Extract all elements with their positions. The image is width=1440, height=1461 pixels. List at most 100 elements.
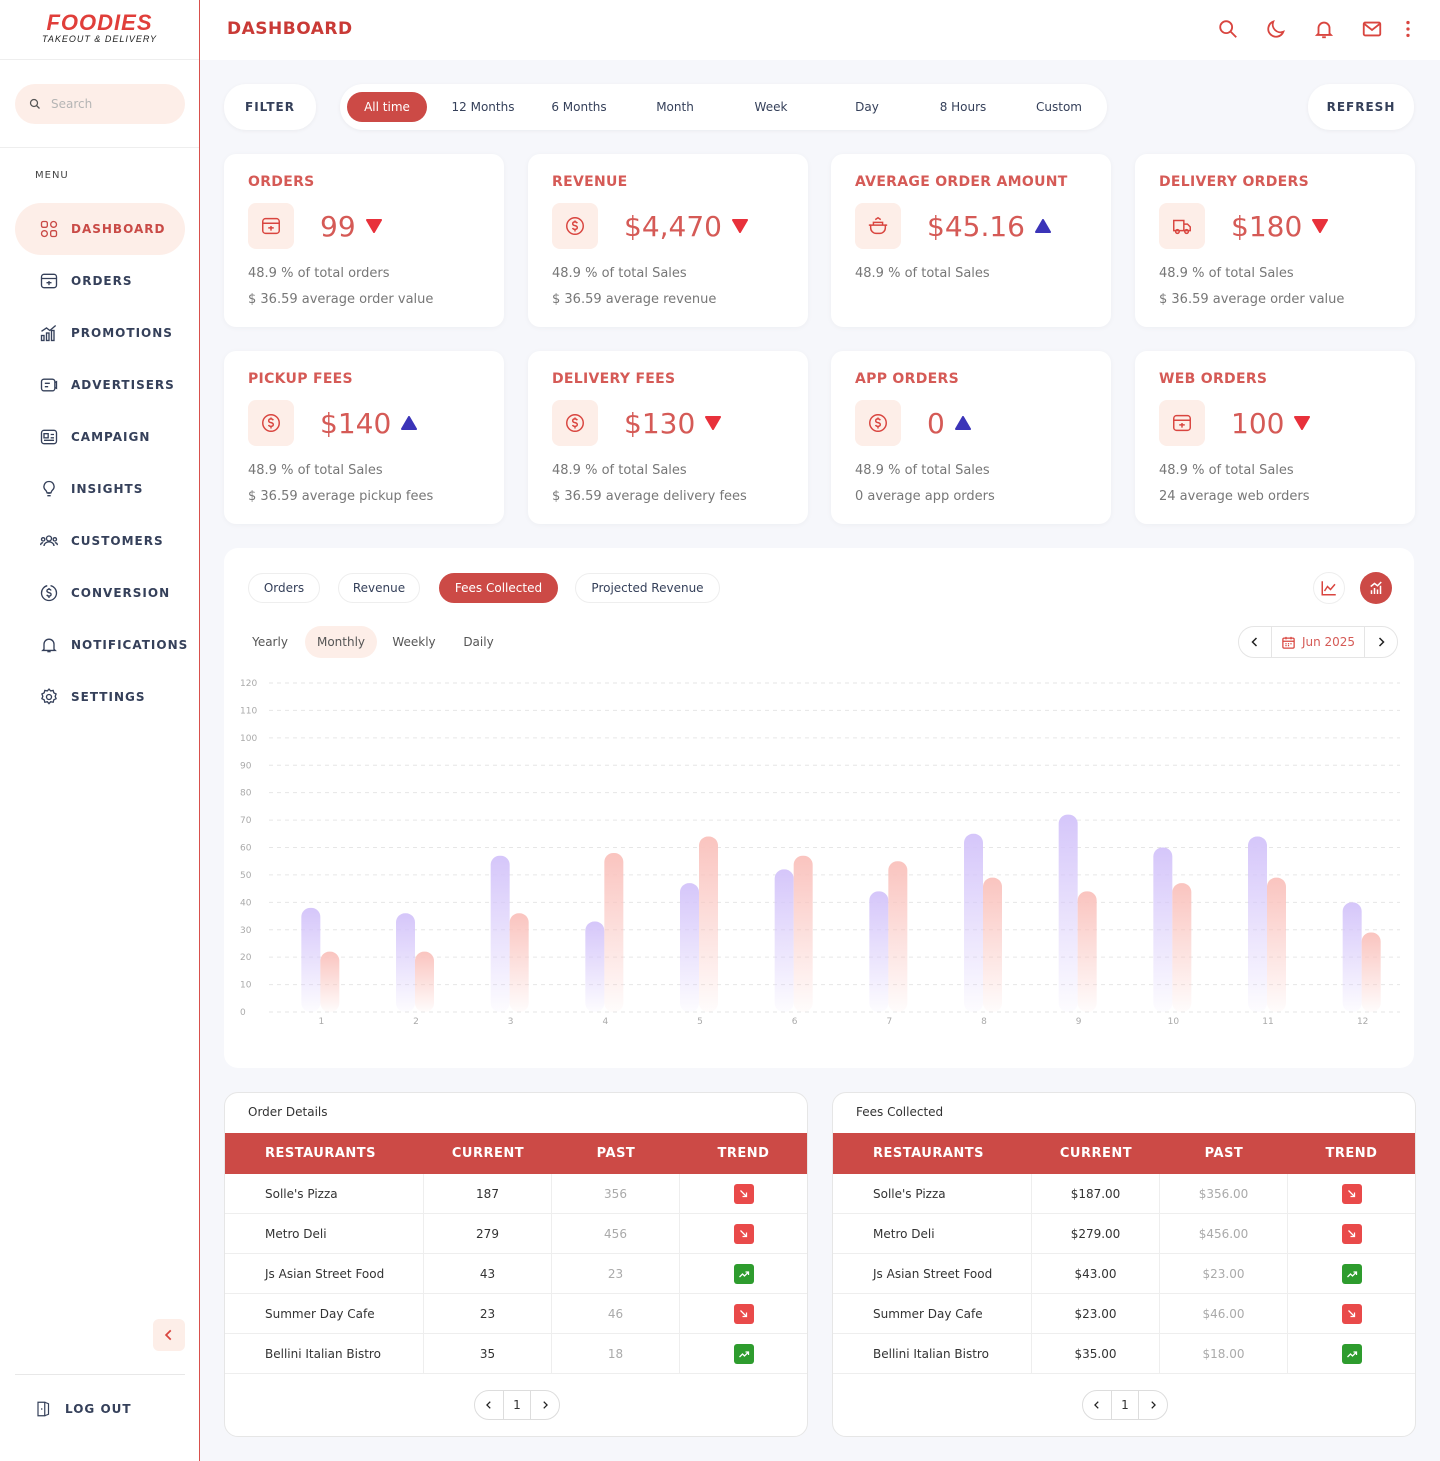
period-daily[interactable]: Daily <box>463 635 494 649</box>
bar-series-1[interactable] <box>396 913 415 1012</box>
table-row[interactable]: Summer Day Cafe 23 46 <box>225 1294 807 1334</box>
table-row[interactable]: Metro Deli 279 456 <box>225 1214 807 1254</box>
bar-series-1[interactable] <box>301 907 321 1012</box>
y-tick-label: 60 <box>240 844 252 854</box>
bar-series-2[interactable] <box>1077 891 1097 1012</box>
range-6-months[interactable]: 6 Months <box>551 100 607 114</box>
sidebar-item-campaign[interactable]: CAMPAIGN <box>15 411 185 463</box>
stat-title: DELIVERY ORDERS <box>1159 174 1309 190</box>
search-input[interactable]: Search <box>15 84 185 124</box>
bar-series-1[interactable] <box>1153 847 1173 1013</box>
tab-revenue[interactable]: Revenue <box>338 573 420 603</box>
dark-mode-button[interactable] <box>1252 18 1300 40</box>
bar-series-1[interactable] <box>585 921 605 1012</box>
bar-series-1[interactable] <box>774 869 794 1012</box>
sidebar-item-insights[interactable]: INSIGHTS <box>15 463 185 515</box>
column-header[interactable]: RESTAURANTS <box>873 1146 985 1161</box>
table-row[interactable]: Solle's Pizza 187 356 <box>225 1174 807 1214</box>
bell-icon <box>1314 21 1334 39</box>
period-weekly[interactable]: Weekly <box>392 635 436 649</box>
range-custom[interactable]: Custom <box>1036 100 1082 114</box>
period-yearly[interactable]: Yearly <box>252 635 288 649</box>
sidebar-item-notifications[interactable]: NOTIFICATIONS <box>15 619 187 671</box>
line-chart-toggle[interactable] <box>1313 572 1345 604</box>
bar-series-1[interactable] <box>1248 836 1267 1012</box>
sidebar-item-advertisers[interactable]: ADVERTISERS <box>15 359 185 411</box>
stat-line-1: 48.9 % of total Sales <box>1159 266 1294 281</box>
next-page-button[interactable] <box>1139 1391 1167 1419</box>
tab-fees-collected[interactable]: Fees Collected <box>439 573 558 603</box>
bar-series-2[interactable] <box>1267 877 1286 1012</box>
bar-series-2[interactable] <box>793 855 813 1012</box>
column-header[interactable]: TREND <box>717 1146 770 1161</box>
column-header[interactable]: CURRENT <box>451 1146 525 1161</box>
bar-series-1[interactable] <box>680 883 699 1012</box>
range-week[interactable]: Week <box>754 100 788 114</box>
table-row[interactable]: Bellini Italian Bistro 35 18 <box>225 1334 807 1374</box>
column-header[interactable]: CURRENT <box>1059 1146 1133 1161</box>
prev-page-button[interactable] <box>1083 1391 1111 1419</box>
page-number[interactable]: 1 <box>503 1391 531 1419</box>
column-header[interactable]: PAST <box>1204 1146 1244 1161</box>
collapse-sidebar-button[interactable] <box>153 1319 185 1351</box>
bar-series-2[interactable] <box>983 877 1002 1012</box>
table-row[interactable]: Js Asian Street Food $43.00 $23.00 <box>833 1254 1415 1294</box>
sidebar-item-orders[interactable]: ORDERS <box>15 255 185 307</box>
column-header[interactable]: TREND <box>1325 1146 1378 1161</box>
table-row[interactable]: Bellini Italian Bistro $35.00 $18.00 <box>833 1334 1415 1374</box>
bar-series-1[interactable] <box>1058 814 1078 1012</box>
bar-series-1[interactable] <box>869 891 889 1012</box>
date-picker[interactable]: Jun 2025 <box>1271 627 1365 657</box>
prev-page-button[interactable] <box>475 1391 503 1419</box>
bar-series-2[interactable] <box>699 836 718 1012</box>
page-number[interactable]: 1 <box>1111 1391 1139 1419</box>
bar-series-1[interactable] <box>1342 902 1362 1012</box>
table-row[interactable]: Solle's Pizza $187.00 $356.00 <box>833 1174 1415 1214</box>
sidebar-item-settings[interactable]: SETTINGS <box>15 671 185 723</box>
bar-series-2[interactable] <box>1172 883 1192 1012</box>
range-8-hours[interactable]: 8 Hours <box>939 100 987 114</box>
bar-series-2[interactable] <box>888 861 908 1012</box>
dollar-circle-icon <box>869 414 887 432</box>
filter-button[interactable]: FILTER <box>224 84 316 130</box>
logout-button[interactable]: LOG OUT <box>35 1400 132 1418</box>
bar-series-2[interactable] <box>604 852 624 1012</box>
bar-series-2[interactable] <box>1361 932 1381 1012</box>
next-month-button[interactable] <box>1365 627 1397 657</box>
cell-current: 279 <box>476 1227 499 1241</box>
chevron-right-icon <box>1151 1401 1156 1409</box>
sidebar-item-dashboard[interactable]: DASHBOARD <box>15 203 185 255</box>
bar-series-2[interactable] <box>415 951 434 1012</box>
messages-button[interactable] <box>1348 18 1396 40</box>
refresh-button[interactable]: REFRESH <box>1308 84 1414 130</box>
range-12-months[interactable]: 12 Months <box>451 100 515 114</box>
next-page-button[interactable] <box>531 1391 559 1419</box>
range-all-time[interactable]: All time <box>347 92 427 122</box>
sidebar-item-conversion[interactable]: CONVERSION <box>15 567 185 619</box>
sidebar-item-promotions[interactable]: PROMOTIONS <box>15 307 185 359</box>
logo[interactable]: FOODIES TAKEOUT & DELIVERY <box>0 0 199 60</box>
tab-orders[interactable]: Orders <box>248 573 320 603</box>
bar-series-1[interactable] <box>964 833 983 1012</box>
sidebar-item-customers[interactable]: CUSTOMERS <box>15 515 185 567</box>
notifications-button[interactable] <box>1300 18 1348 40</box>
range-day[interactable]: Day <box>855 100 879 114</box>
table-row[interactable]: Summer Day Cafe $23.00 $46.00 <box>833 1294 1415 1334</box>
stat-icon-box <box>855 203 901 249</box>
bar-series-2[interactable] <box>320 951 340 1012</box>
bar-series-2[interactable] <box>509 913 529 1012</box>
bar-chart-toggle[interactable] <box>1360 572 1392 604</box>
tab-projected-revenue[interactable]: Projected Revenue <box>575 573 720 603</box>
column-header[interactable]: PAST <box>596 1146 636 1161</box>
prev-month-button[interactable] <box>1239 627 1271 657</box>
more-button[interactable] <box>1396 18 1420 40</box>
range-month[interactable]: Month <box>656 100 694 114</box>
x-tick-label: 9 <box>1076 1017 1082 1027</box>
column-header[interactable]: RESTAURANTS <box>265 1146 377 1161</box>
search-button[interactable] <box>1204 18 1252 40</box>
table-row[interactable]: Metro Deli $279.00 $456.00 <box>833 1214 1415 1254</box>
promotions-icon <box>40 324 57 342</box>
bar-series-1[interactable] <box>490 855 510 1012</box>
period-monthly[interactable]: Monthly <box>305 626 377 658</box>
table-row[interactable]: Js Asian Street Food 43 23 <box>225 1254 807 1294</box>
